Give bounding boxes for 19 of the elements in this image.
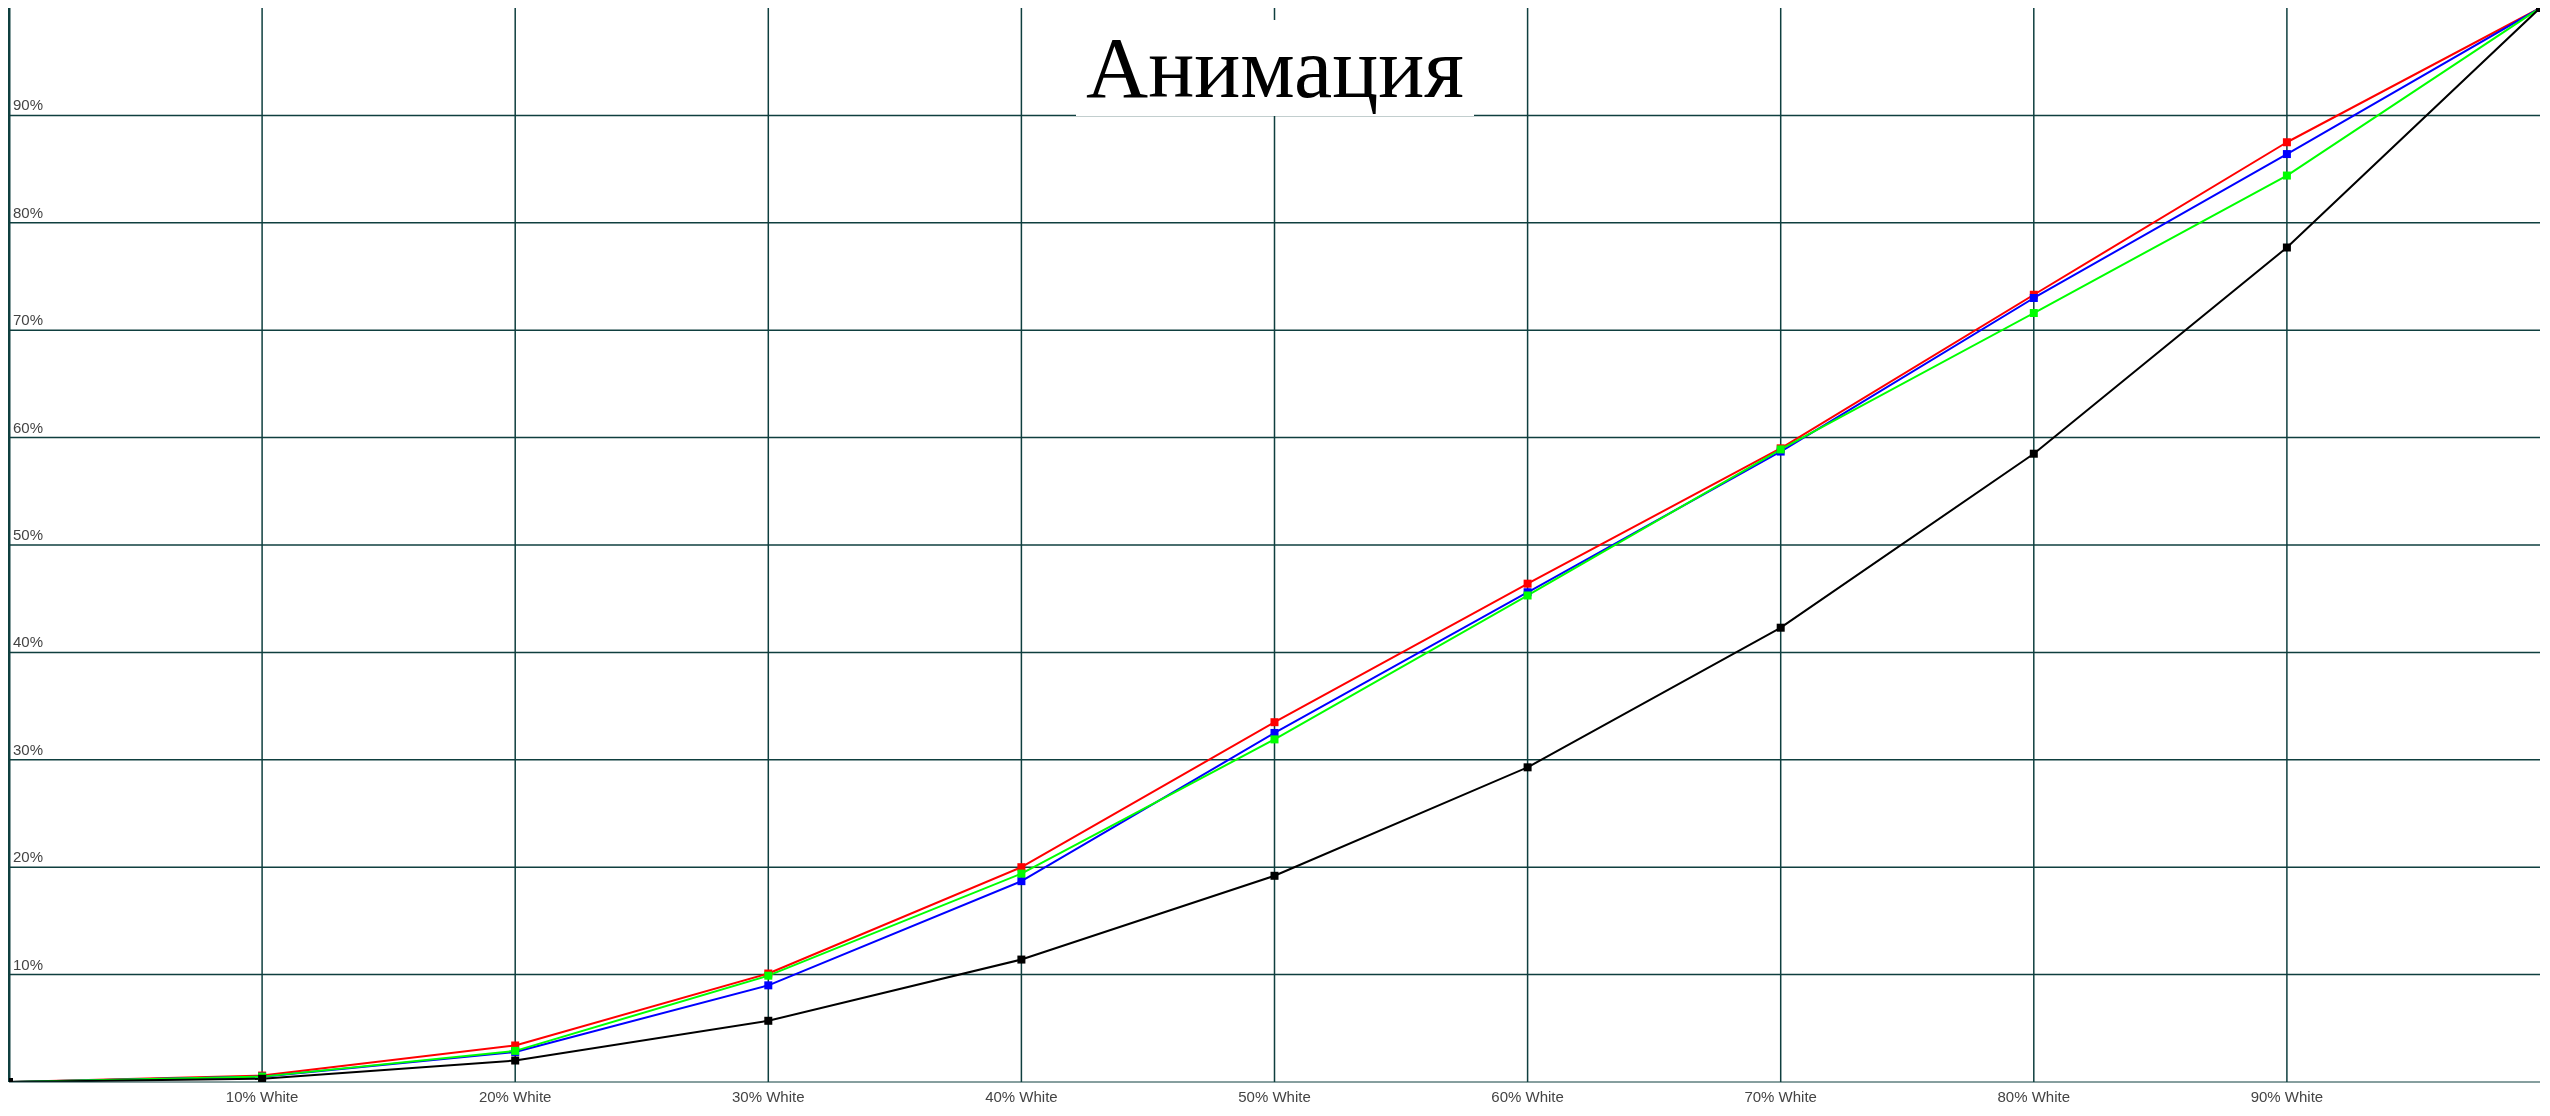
chart-title: Анимация: [1076, 20, 1474, 116]
y-tick-label: 60%: [13, 418, 44, 436]
y-tick-label: 10%: [13, 955, 44, 973]
y-tick-label: 30%: [13, 740, 44, 758]
y-tick-label: 90%: [13, 96, 44, 114]
x-tick-label: 30% White: [732, 1088, 805, 1105]
y-tick-label: 50%: [13, 526, 44, 543]
x-tick-label: 70% White: [1744, 1088, 1817, 1105]
x-tick-label: 90% White: [2250, 1088, 2324, 1105]
x-tick-label: 50% White: [1238, 1088, 1311, 1105]
x-tick-label: 40% White: [985, 1088, 1058, 1105]
y-tick-label: 20%: [13, 848, 44, 866]
x-tick-label: 80% White: [1997, 1088, 2071, 1105]
y-tick-label: 40%: [13, 633, 44, 651]
x-tick-label: 20% White: [478, 1088, 552, 1105]
y-tick-label: 80%: [13, 203, 44, 221]
x-tick-label: 60% White: [1491, 1088, 1564, 1105]
x-tick-label: 10% White: [225, 1088, 299, 1105]
y-tick-label: 70%: [13, 311, 44, 329]
